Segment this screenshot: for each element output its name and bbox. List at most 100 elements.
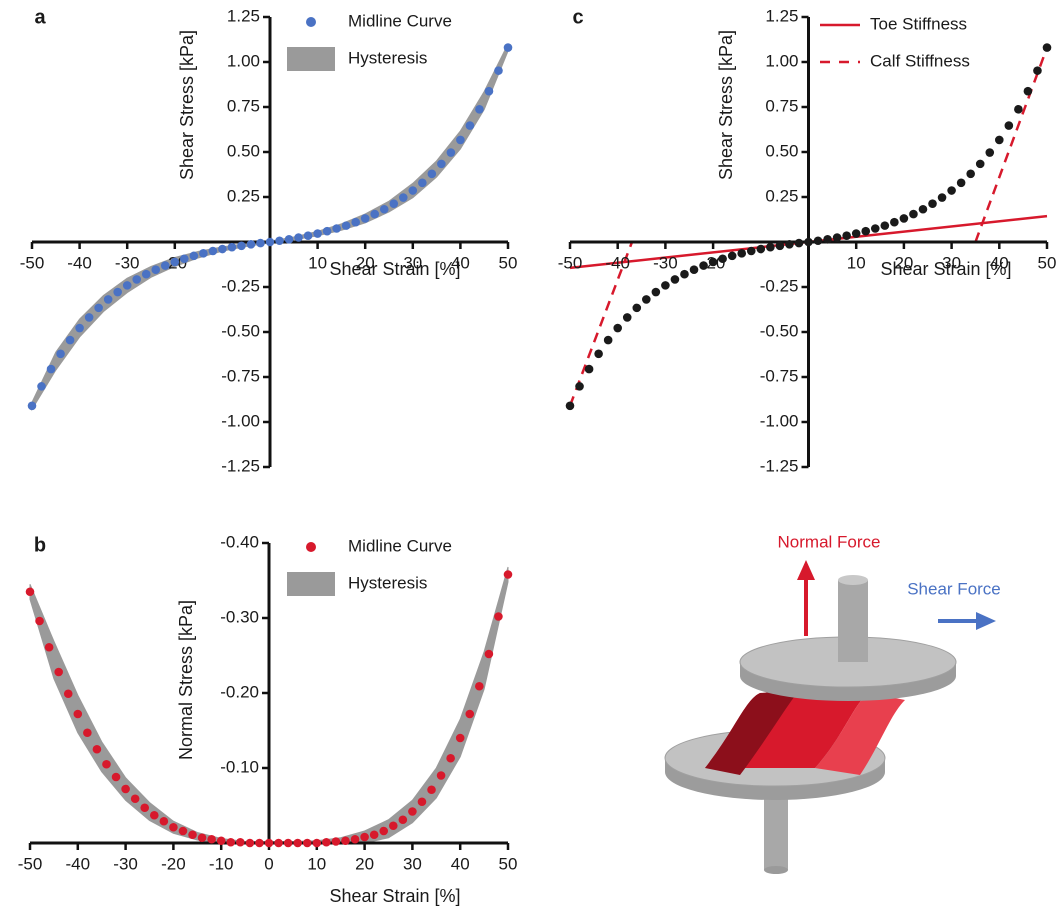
data-point <box>341 836 350 846</box>
data-point <box>494 612 503 621</box>
data-point <box>351 217 360 227</box>
x-tick-label: -30 <box>653 253 678 272</box>
data-point <box>1004 121 1014 130</box>
data-point <box>27 401 37 411</box>
data-point <box>670 275 680 284</box>
data-point <box>503 43 513 52</box>
data-point <box>246 240 256 249</box>
x-tick-label: 50 <box>499 854 518 873</box>
data-point <box>84 313 94 322</box>
panel-label: c <box>572 6 583 28</box>
data-point <box>122 281 132 290</box>
data-point <box>813 236 823 246</box>
data-point <box>140 803 150 813</box>
x-tick-label: 40 <box>990 253 1009 272</box>
data-point <box>178 826 188 836</box>
data-point <box>603 335 613 345</box>
x-tick-label: -50 <box>20 253 45 272</box>
data-point <box>756 244 766 254</box>
x-tick-label: -10 <box>209 854 234 873</box>
data-point <box>832 233 842 242</box>
data-point <box>73 709 83 719</box>
data-point <box>207 834 216 844</box>
y-axis-title: Shear Stress [kPa] <box>177 30 197 180</box>
data-point <box>456 135 465 145</box>
data-point <box>503 570 513 579</box>
data-point <box>947 186 956 195</box>
data-point <box>708 257 718 267</box>
data-point <box>484 86 494 96</box>
data-point <box>332 224 341 233</box>
data-point <box>65 335 75 345</box>
x-tick-label: 30 <box>403 253 422 272</box>
data-point <box>103 295 113 304</box>
data-point <box>1023 86 1033 96</box>
data-point <box>804 237 813 247</box>
data-point <box>446 753 455 763</box>
data-point <box>149 810 159 820</box>
data-point <box>293 838 302 848</box>
y-axis-title: Shear Stress [kPa] <box>716 30 736 180</box>
data-point <box>322 837 331 847</box>
data-point <box>294 233 303 242</box>
y-tick-label: -0.25 <box>760 276 799 295</box>
y-tick-label: -1.25 <box>221 456 260 475</box>
x-tick-label: 50 <box>499 253 518 272</box>
x-tick-label: 20 <box>894 253 913 272</box>
data-point <box>584 364 594 374</box>
data-point <box>1033 66 1042 75</box>
legend-label: Calf Stiffness <box>870 51 970 70</box>
data-point <box>44 642 54 652</box>
data-point <box>245 838 255 848</box>
data-point <box>216 836 226 846</box>
data-point <box>313 229 322 238</box>
data-point <box>37 382 46 391</box>
sheared-block-face <box>815 693 905 775</box>
data-point <box>312 838 322 848</box>
data-point <box>226 837 236 847</box>
y-tick-label: -1.25 <box>760 456 799 475</box>
y-tick-label: 1.25 <box>227 6 260 25</box>
apparatus-diagram: Normal Force Shear Force <box>664 532 1001 874</box>
data-point <box>918 204 928 214</box>
data-point <box>302 838 312 848</box>
x-tick-label: 30 <box>403 854 422 873</box>
x-tick-label: 0 <box>264 854 273 873</box>
data-point <box>899 214 909 223</box>
data-point <box>475 105 484 114</box>
data-point <box>255 838 264 848</box>
data-point <box>651 287 661 297</box>
data-point <box>322 226 332 236</box>
data-point <box>46 364 56 374</box>
data-point <box>465 709 475 719</box>
data-point <box>418 178 427 188</box>
data-point <box>966 169 975 179</box>
data-point <box>189 251 199 261</box>
x-tick-label: 50 <box>1038 253 1057 272</box>
data-point <box>575 382 584 391</box>
x-tick-label: -30 <box>115 253 140 272</box>
legend-label: Hysteresis <box>348 573 427 592</box>
data-point <box>75 323 84 333</box>
data-point <box>264 838 274 848</box>
data-point <box>928 199 937 208</box>
data-point <box>622 313 632 322</box>
data-point <box>436 771 446 780</box>
legend-swatch <box>287 572 335 596</box>
data-point <box>389 199 399 208</box>
y-tick-label: -0.50 <box>221 321 260 340</box>
data-point <box>379 826 389 836</box>
data-point <box>94 303 103 313</box>
data-point <box>275 236 284 246</box>
data-point <box>956 178 966 188</box>
y-tick-label: 0.25 <box>765 186 798 205</box>
normal-force-arrowhead <box>797 560 815 580</box>
x-tick-label: -40 <box>67 253 92 272</box>
x-axis-title: Shear Strain [%] <box>880 259 1011 279</box>
data-point <box>699 261 708 270</box>
data-point <box>121 784 130 794</box>
data-point <box>427 785 436 795</box>
y-tick-label: -0.30 <box>220 607 259 626</box>
